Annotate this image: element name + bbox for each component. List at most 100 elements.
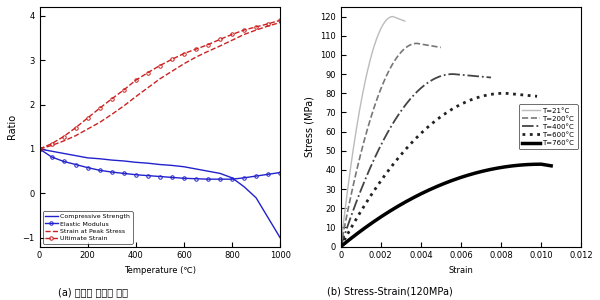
- Ultimate Strain: [265, 22, 272, 26]
- T=400°C: [337, 245, 344, 248]
- T=600°C: [471, 97, 478, 100]
- T=760°C: [471, 172, 478, 175]
- Strain at Peak Stress: [217, 44, 224, 48]
- Elastic Modulus: [108, 170, 115, 174]
- T=21°C: [389, 15, 397, 18]
- Compressive Strength: [193, 167, 200, 171]
- Ultimate Strain: [217, 38, 224, 41]
- T=200°C: [381, 78, 388, 81]
- T=21°C: [362, 79, 369, 83]
- Ultimate Strain: [277, 19, 284, 22]
- T=21°C: [394, 16, 401, 20]
- Compressive Strength: [265, 216, 272, 220]
- Strain at Peak Stress: [193, 55, 200, 59]
- T=200°C: [358, 148, 365, 152]
- Strain at Peak Stress: [253, 28, 260, 32]
- T=600°C: [493, 92, 500, 95]
- Elastic Modulus: [60, 160, 67, 163]
- Text: (b) Stress-Strain(120MPa): (b) Stress-Strain(120MPa): [327, 287, 453, 297]
- T=21°C: [401, 19, 409, 23]
- Elastic Modulus: [205, 177, 212, 181]
- Ultimate Strain: [229, 33, 236, 36]
- T=400°C: [406, 99, 413, 102]
- Elastic Modulus: [253, 174, 260, 178]
- Compressive Strength: [181, 165, 188, 169]
- Strain at Peak Stress: [108, 112, 115, 116]
- X-axis label: Strain: Strain: [449, 266, 473, 275]
- Compressive Strength: [120, 159, 127, 163]
- Elastic Modulus: [96, 169, 103, 172]
- T=400°C: [376, 146, 383, 149]
- Compressive Strength: [169, 164, 176, 167]
- Elastic Modulus: [36, 147, 43, 151]
- Ultimate Strain: [132, 78, 139, 82]
- T=600°C: [488, 92, 495, 96]
- Ultimate Strain: [108, 97, 115, 101]
- Strain at Peak Stress: [132, 95, 139, 98]
- Legend: T=21°C, T=200°C, T=400°C, T=600°C, T=760°C: T=21°C, T=200°C, T=400°C, T=600°C, T=760…: [519, 104, 578, 149]
- Strain at Peak Stress: [144, 86, 151, 89]
- T=760°C: [428, 187, 436, 190]
- Ultimate Strain: [84, 116, 91, 120]
- T=760°C: [404, 199, 412, 202]
- Ultimate Strain: [193, 47, 200, 51]
- T=600°C: [456, 103, 463, 107]
- Ultimate Strain: [60, 135, 67, 138]
- Legend: Compressive Strength, Elastic Modulus, Strain at Peak Stress, Ultimate Strain: Compressive Strength, Elastic Modulus, S…: [43, 212, 133, 244]
- Elastic Modulus: [48, 155, 55, 159]
- T=400°C: [373, 152, 380, 155]
- T=21°C: [356, 107, 364, 110]
- T=200°C: [373, 98, 380, 102]
- Elastic Modulus: [169, 176, 176, 179]
- Ultimate Strain: [181, 52, 188, 56]
- T=760°C: [538, 162, 545, 166]
- Strain at Peak Stress: [48, 144, 55, 147]
- Elastic Modulus: [84, 166, 91, 169]
- Strain at Peak Stress: [156, 77, 163, 81]
- T=21°C: [368, 53, 375, 56]
- Ultimate Strain: [48, 142, 55, 146]
- Compressive Strength: [229, 176, 236, 180]
- Strain at Peak Stress: [169, 70, 176, 73]
- Line: T=600°C: T=600°C: [341, 93, 537, 247]
- Elastic Modulus: [72, 163, 79, 166]
- Text: (a) 기계적 특성의 변화: (a) 기계적 특성의 변화: [58, 287, 128, 297]
- Compressive Strength: [72, 154, 79, 158]
- Elastic Modulus: [144, 174, 151, 177]
- Compressive Strength: [48, 149, 55, 153]
- Strain at Peak Stress: [277, 21, 284, 24]
- Elastic Modulus: [277, 171, 284, 174]
- T=760°C: [337, 245, 344, 248]
- Ultimate Strain: [205, 43, 212, 46]
- Ultimate Strain: [169, 58, 176, 61]
- Compressive Strength: [96, 157, 103, 160]
- Y-axis label: Stress (MPa): Stress (MPa): [305, 96, 314, 157]
- X-axis label: Temperature (℃): Temperature (℃): [124, 266, 196, 275]
- Line: T=760°C: T=760°C: [341, 164, 551, 247]
- Elastic Modulus: [120, 172, 127, 175]
- Line: T=200°C: T=200°C: [341, 44, 441, 247]
- Strain at Peak Stress: [265, 24, 272, 28]
- Ultimate Strain: [156, 64, 163, 67]
- Line: T=400°C: T=400°C: [341, 74, 491, 247]
- T=21°C: [401, 19, 408, 23]
- Strain at Peak Stress: [229, 38, 236, 42]
- T=400°C: [449, 72, 457, 76]
- Line: Ultimate Strain: Ultimate Strain: [38, 19, 282, 151]
- Elastic Modulus: [193, 177, 200, 181]
- Elastic Modulus: [241, 176, 248, 180]
- T=200°C: [409, 42, 416, 46]
- Y-axis label: Ratio: Ratio: [7, 114, 17, 140]
- T=200°C: [413, 42, 420, 45]
- Compressive Strength: [132, 160, 139, 164]
- Compressive Strength: [156, 163, 163, 166]
- Strain at Peak Stress: [96, 121, 103, 124]
- Compressive Strength: [241, 185, 248, 188]
- Strain at Peak Stress: [120, 104, 127, 108]
- T=400°C: [487, 76, 494, 79]
- Strain at Peak Stress: [181, 62, 188, 66]
- Ultimate Strain: [144, 71, 151, 74]
- Strain at Peak Stress: [60, 139, 67, 143]
- Strain at Peak Stress: [205, 50, 212, 53]
- Ultimate Strain: [72, 126, 79, 130]
